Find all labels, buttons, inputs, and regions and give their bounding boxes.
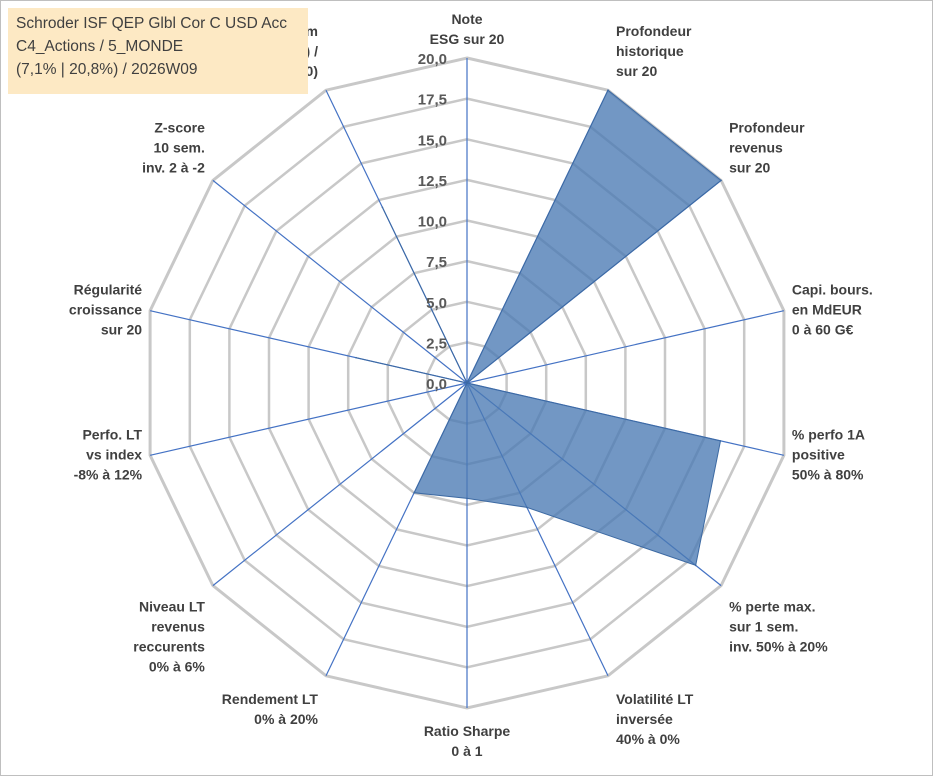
axis-label-11: Régularité croissance sur 20 bbox=[69, 282, 142, 338]
axis-label-2: Profondeur revenus sur 20 bbox=[729, 119, 805, 175]
axis-label-line: croissance bbox=[69, 302, 142, 318]
axis-label-line: 0% à 20% bbox=[254, 711, 318, 727]
axis-label-line: sur 20 bbox=[616, 63, 657, 79]
tick-label-5: 12,5 bbox=[418, 173, 447, 190]
fund-title-box: Schroder ISF QEP Glbl Cor C USD Acc C4_A… bbox=[8, 8, 308, 94]
tick-label-4: 10,0 bbox=[418, 214, 447, 231]
series-point-12 bbox=[466, 382, 468, 384]
tick-label-6: 15,0 bbox=[418, 132, 447, 149]
axis-label-line: 0% à 6% bbox=[149, 659, 206, 675]
fund-category: C4_Actions / 5_MONDE bbox=[16, 38, 184, 55]
axis-label-line: Z-score bbox=[154, 119, 205, 135]
axis-label-7: Ratio Sharpe 0 à 1 bbox=[424, 723, 511, 759]
axis-label-8: Rendement LT 0% à 20% bbox=[222, 691, 319, 727]
spoke-12 bbox=[212, 179, 468, 384]
axis-label-line: Volatilité LT bbox=[616, 691, 694, 707]
axis-label-5: % perte max. sur 1 sem. inv. 50% à 20% bbox=[729, 599, 828, 655]
axis-label-line: revenus bbox=[729, 139, 783, 155]
tick-label-1: 2,5 bbox=[426, 335, 447, 352]
axis-label-line: Capi. bours. bbox=[792, 282, 873, 298]
axis-label-line: positive bbox=[792, 446, 845, 462]
series-point-11 bbox=[355, 356, 357, 359]
series-area bbox=[355, 89, 722, 567]
axis-label-line: Rendement LT bbox=[222, 691, 319, 707]
axis-label-9: Niveau LT revenus reccurents 0% à 6% bbox=[133, 599, 205, 675]
axis-label-line: historique bbox=[616, 43, 684, 59]
axis-label-line: sur 20 bbox=[729, 159, 770, 175]
series-point-5 bbox=[694, 564, 697, 567]
axis-label-line: inversée bbox=[616, 711, 673, 727]
fund-stats: (7,1% | 20,8%) / 2026W09 bbox=[16, 61, 198, 78]
axis-label-line: Perfo. LT bbox=[82, 426, 142, 442]
axis-label-4: % perfo 1A positive 50% à 80% bbox=[792, 426, 865, 482]
series-point-6 bbox=[526, 506, 528, 509]
axis-label-line: 40% à 0% bbox=[616, 731, 680, 747]
fund-name: Schroder ISF QEP Glbl Cor C USD Acc bbox=[16, 15, 288, 32]
axis-label-line: sur 1 sem. bbox=[729, 619, 798, 635]
series-point-4 bbox=[719, 440, 722, 442]
axis-labels: Note ESG sur 20 Profondeur historique sur 20… bbox=[69, 11, 873, 759]
axis-label-line: Niveau LT bbox=[139, 599, 205, 615]
tick-label-2: 5,0 bbox=[426, 295, 447, 312]
axis-label-line: en MdEUR bbox=[792, 302, 862, 318]
axis-label-line: Régularité bbox=[74, 282, 143, 298]
axis-label-1: Profondeur historique sur 20 bbox=[616, 23, 692, 79]
axis-label-line: 50% à 80% bbox=[792, 466, 864, 482]
series-point-8 bbox=[413, 492, 415, 494]
tick-label-3: 7,5 bbox=[426, 254, 447, 271]
axis-label-line: -8% à 12% bbox=[74, 466, 143, 482]
axis-label-line: Profondeur bbox=[729, 119, 805, 135]
axis-label-line: 0 à 60 G€ bbox=[792, 322, 854, 338]
axis-label-line: revenus bbox=[151, 619, 205, 635]
spoke-3 bbox=[466, 310, 785, 384]
tick-label-7: 17,5 bbox=[418, 92, 447, 109]
axis-label-line: vs index bbox=[86, 446, 142, 462]
axis-label-3: Capi. bours. en MdEUR 0 à 60 G€ bbox=[792, 282, 873, 338]
axis-label-6: Volatilité LT inversée 40% à 0% bbox=[616, 691, 694, 747]
series-point-2 bbox=[720, 179, 722, 182]
spoke-9 bbox=[212, 382, 468, 587]
axis-label-line: ESG sur 20 bbox=[430, 31, 505, 47]
spoke-10 bbox=[149, 382, 468, 456]
tick-label-0: 0,0 bbox=[426, 376, 447, 393]
axis-label-line: 0 à 1 bbox=[451, 743, 482, 759]
axis-label-line: Note bbox=[451, 11, 482, 27]
axis-label-line: Ratio Sharpe bbox=[424, 723, 511, 739]
axis-label-line: inv. 50% à 20% bbox=[729, 639, 828, 655]
axis-label-line: Profondeur bbox=[616, 23, 692, 39]
axis-label-line: reccurents bbox=[133, 639, 205, 655]
axis-label-line: 10 sem. bbox=[154, 139, 205, 155]
radar-series bbox=[355, 89, 722, 567]
axis-label-line: % perfo 1A bbox=[792, 426, 865, 442]
series-point-1 bbox=[607, 89, 609, 91]
series-point-13 bbox=[381, 206, 384, 209]
axis-label-line: inv. 2 à -2 bbox=[142, 159, 205, 175]
axis-label-line: % perte max. bbox=[729, 599, 815, 615]
radial-tick-labels: 0,0 2,5 5,0 7,5 10,0 12,5 15,0 17,5 20,0 bbox=[418, 51, 447, 393]
axis-label-10: Perfo. LT vs index -8% à 12% bbox=[74, 426, 143, 482]
axis-label-12: Z-score 10 sem. inv. 2 à -2 bbox=[142, 119, 205, 175]
axis-label-0: Note ESG sur 20 bbox=[430, 11, 505, 47]
axis-label-line: sur 20 bbox=[101, 322, 142, 338]
series-point-7 bbox=[466, 497, 468, 500]
tick-label-8: 20,0 bbox=[418, 51, 447, 68]
